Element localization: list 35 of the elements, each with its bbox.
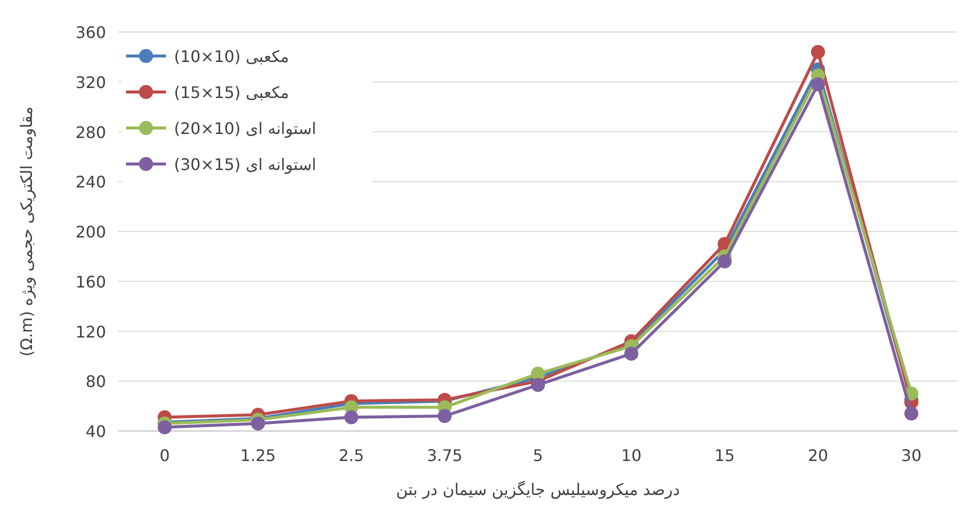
- y-tick-label: 280: [75, 122, 106, 142]
- point: [251, 416, 265, 431]
- point: [904, 406, 918, 421]
- y-tick-label: 40: [86, 422, 106, 441]
- x-tick-label: 3.75: [426, 446, 462, 465]
- legend-label: مکعبی (15×15): [174, 83, 289, 102]
- x-tick-label: 30: [901, 446, 922, 465]
- point: [158, 420, 172, 434]
- point: [624, 346, 638, 361]
- legend-label: مکعبی (10×10): [174, 47, 289, 66]
- point: [811, 77, 825, 92]
- x-tick-label: 1.25: [240, 446, 276, 465]
- point: [344, 410, 358, 424]
- point: [718, 254, 732, 268]
- x-tick-label: 0: [160, 446, 170, 465]
- y-axis-title: مقاومت الکتریکی حجمی ویژه (Ω.m): [17, 106, 36, 356]
- legend-label: استوانه ای (15×30): [174, 155, 316, 174]
- point: [531, 378, 545, 392]
- y-tick-label: 160: [75, 272, 106, 292]
- y-tick-label: 360: [75, 23, 106, 42]
- point: [531, 366, 545, 381]
- point: [438, 409, 452, 424]
- x-tick-label: 5: [532, 446, 544, 465]
- y-tick-label: 80: [86, 372, 106, 392]
- x-tick-label: 20: [808, 446, 828, 465]
- y-tick-label: 320: [75, 72, 106, 92]
- y-tick-label: 240: [75, 172, 106, 192]
- x-tick-label: 2.5: [338, 446, 364, 465]
- point: [811, 44, 825, 59]
- x-axis-title: درصد میکروسیلیس جایگزین سیمان در بتن: [396, 480, 680, 499]
- y-tick-label: 120: [75, 322, 106, 342]
- x-tick-label: 15: [714, 446, 735, 465]
- y-tick-label: 200: [75, 222, 106, 242]
- x-tick-label: 10: [621, 446, 642, 465]
- legend-label: استوانه ای (10×20): [174, 119, 316, 138]
